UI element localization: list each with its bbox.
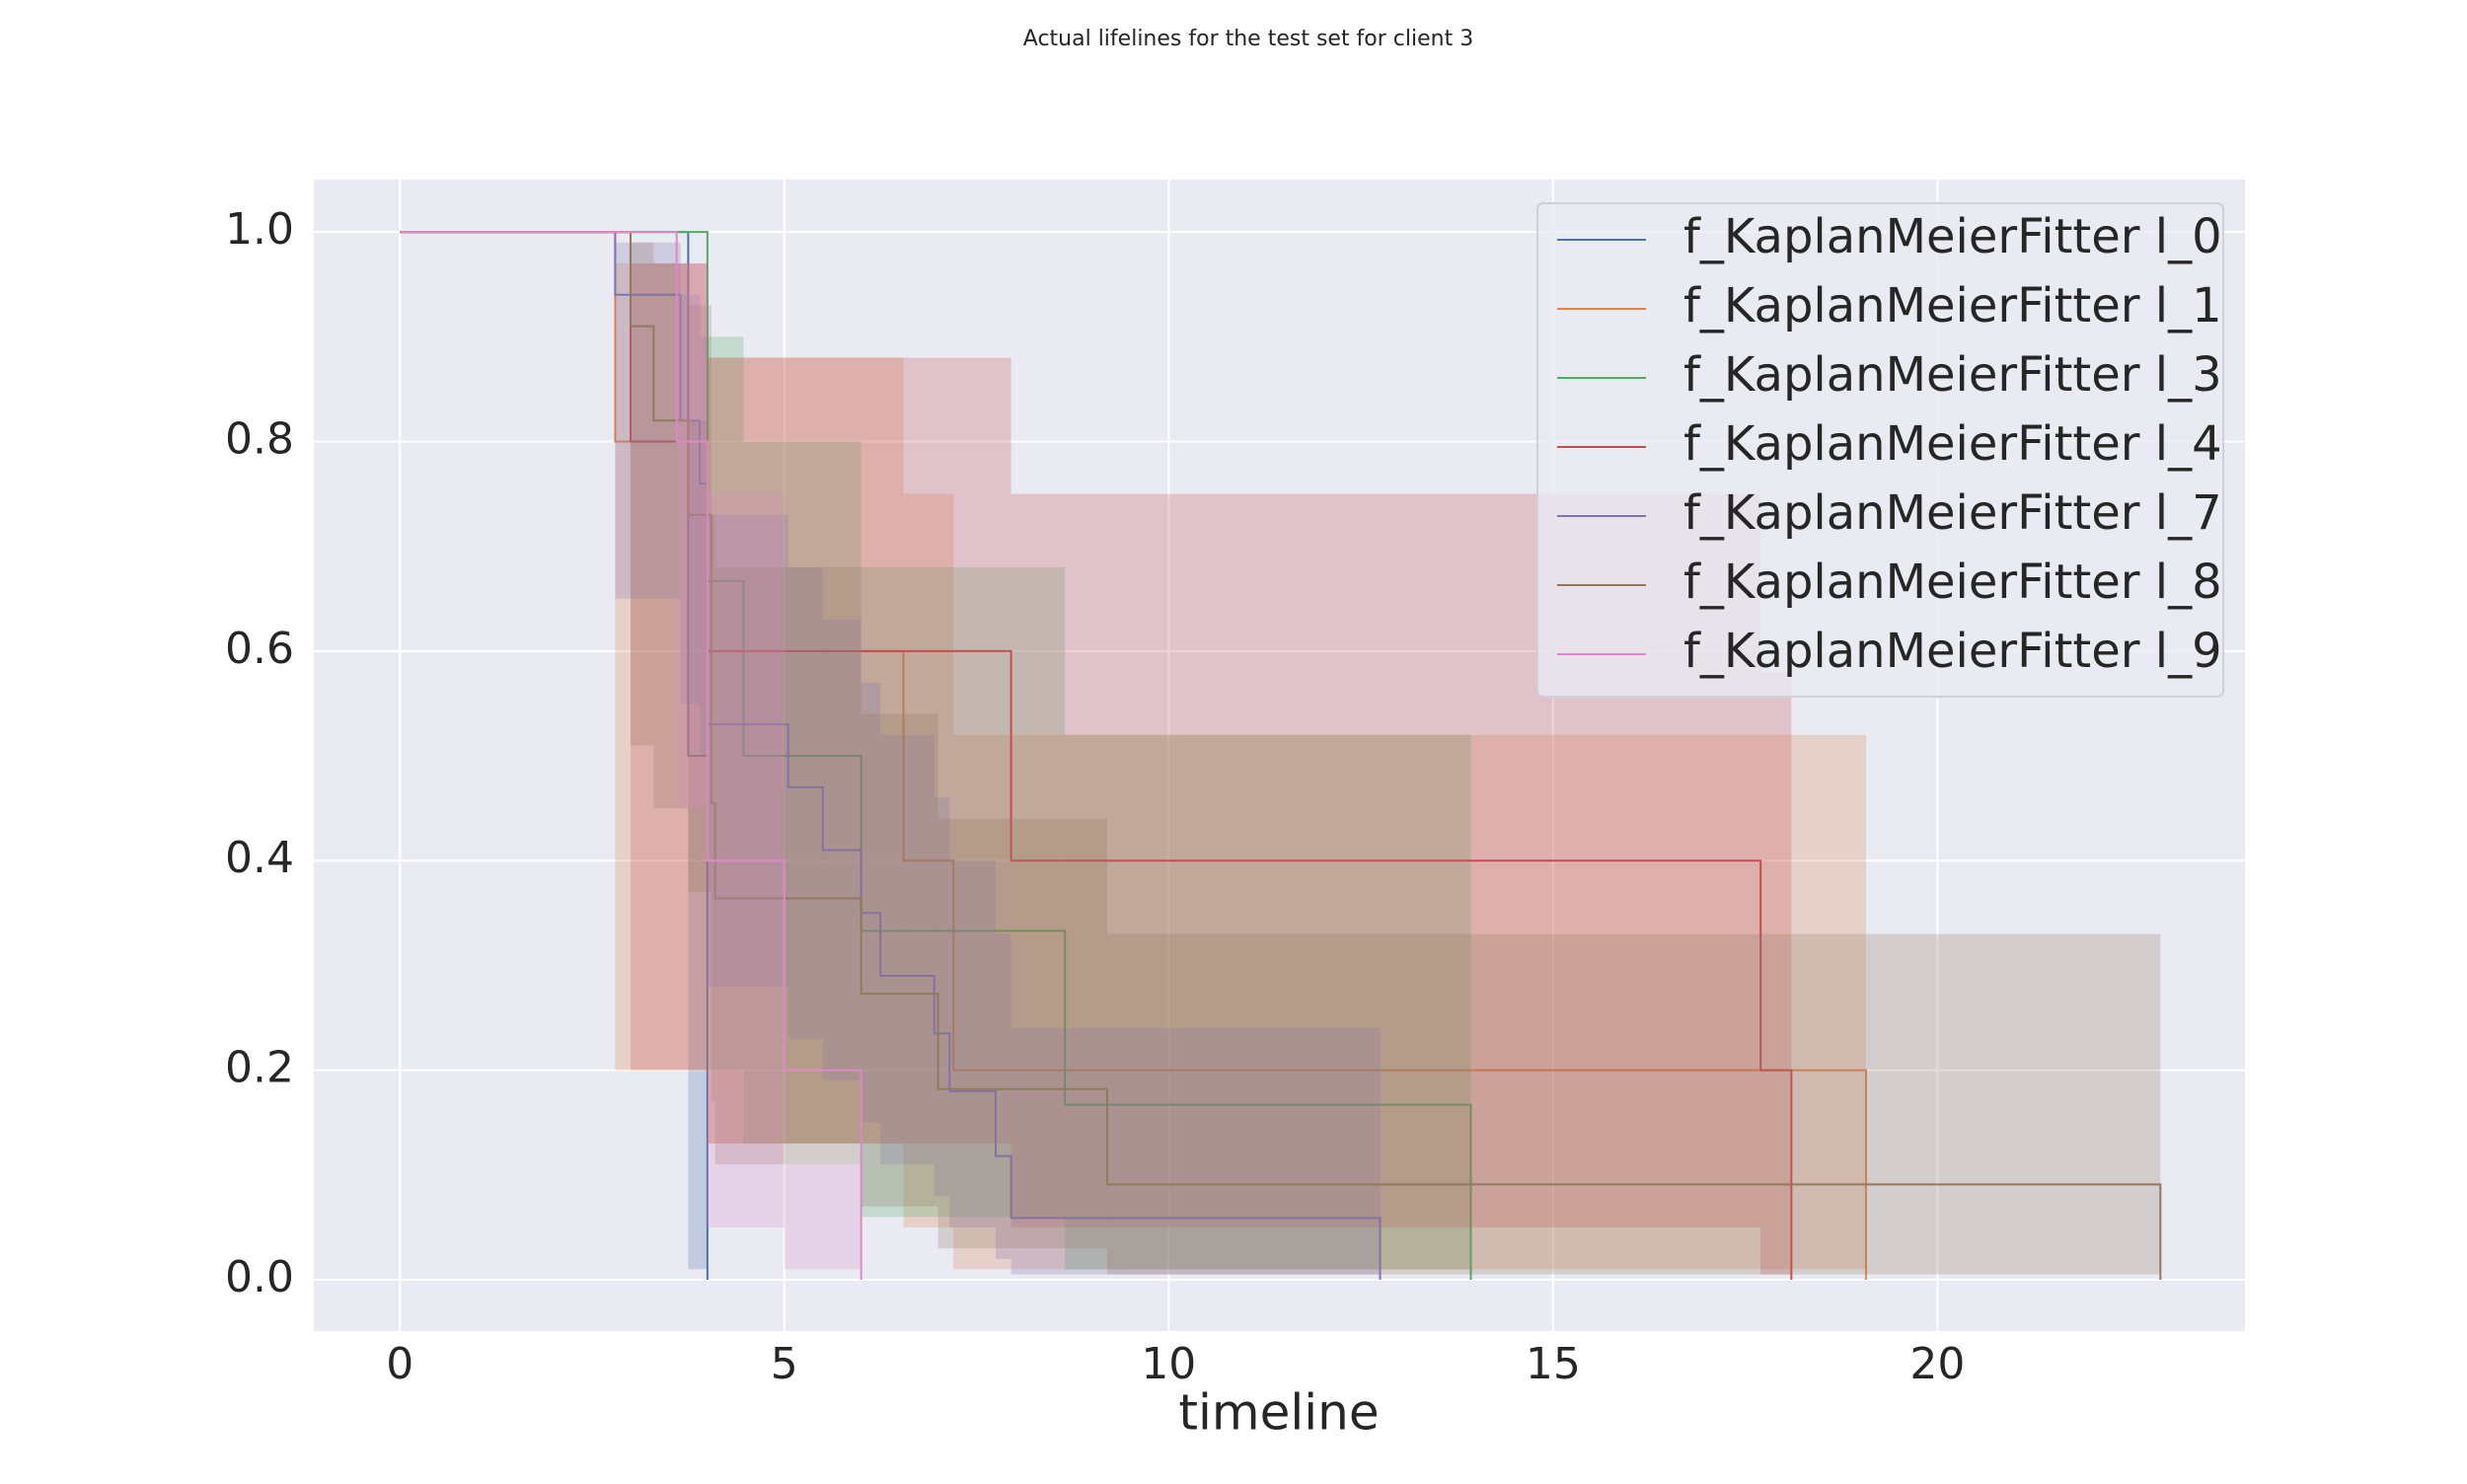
- confidence-band: [1760, 672, 1792, 1275]
- confidence-band: [934, 797, 950, 1197]
- survival-line: [400, 231, 862, 1280]
- legend-label: f_KaplanMeierFitter l_3: [1683, 347, 2222, 403]
- legend-label: f_KaplanMeierFitter l_9: [1683, 624, 2222, 679]
- confidence-band: [860, 713, 938, 1207]
- confidence-band: [937, 818, 1107, 1249]
- x-tick-label: 20: [1909, 1339, 1965, 1389]
- survival-line: [400, 231, 2162, 1280]
- confidence-band: [860, 566, 1066, 1218]
- x-tick-label: 15: [1526, 1339, 1581, 1389]
- confidence-band: [688, 420, 708, 1270]
- y-tick-label: 0.2: [225, 1043, 294, 1093]
- y-tick-label: 0.0: [225, 1252, 294, 1302]
- chart-title: Actual lifelines for the test set for cl…: [1023, 27, 1473, 51]
- legend-label: f_KaplanMeierFitter l_1: [1683, 278, 2222, 334]
- legend-label: f_KaplanMeierFitter l_0: [1683, 209, 2222, 264]
- confidence-band: [680, 294, 701, 704]
- y-tick-label: 0.4: [225, 833, 294, 883]
- confidence-band: [949, 860, 997, 1227]
- legend-label: f_KaplanMeierFitter l_4: [1683, 416, 2222, 472]
- confidence-band: [630, 242, 654, 746]
- confidence-band: [707, 357, 904, 1144]
- confidence-band: [707, 336, 744, 1071]
- confidence-band: [784, 1164, 861, 1270]
- confidence-band: [710, 514, 715, 1102]
- confidence-band: [714, 566, 861, 1165]
- x-tick-label: 5: [771, 1339, 798, 1389]
- confidence-band: [860, 682, 881, 1123]
- survival-line: [400, 231, 1793, 1280]
- confidence-band: [653, 262, 689, 809]
- legend-label: f_KaplanMeierFitter l_8: [1683, 555, 2222, 610]
- confidence-band: [743, 441, 861, 1144]
- y-tick-label: 1.0: [225, 204, 294, 255]
- y-tick-label: 0.6: [225, 624, 294, 674]
- confidence-band: [688, 305, 711, 893]
- confidence-band: [880, 734, 934, 1165]
- confidence-band: [1106, 933, 2161, 1275]
- legend-box: [1536, 202, 2224, 698]
- x-tick-label: 0: [386, 1339, 413, 1389]
- x-axis-label: timeline: [1178, 1384, 1379, 1442]
- confidence-band: [1010, 1028, 1381, 1275]
- confidence-band: [676, 262, 708, 809]
- confidence-band: [700, 336, 708, 757]
- confidence-band: [707, 357, 1011, 1144]
- confidence-band: [707, 514, 788, 987]
- confidence-band: [1065, 734, 1471, 1270]
- confidence-band: [630, 262, 708, 1071]
- y-tick-label: 0.8: [225, 413, 294, 464]
- x-tick-label: 10: [1141, 1339, 1196, 1389]
- legend-label: f_KaplanMeierFitter l_7: [1683, 485, 2222, 541]
- confidence-band: [953, 734, 1866, 1270]
- confidence-band: [996, 933, 1011, 1259]
- confidence-band: [787, 566, 823, 1039]
